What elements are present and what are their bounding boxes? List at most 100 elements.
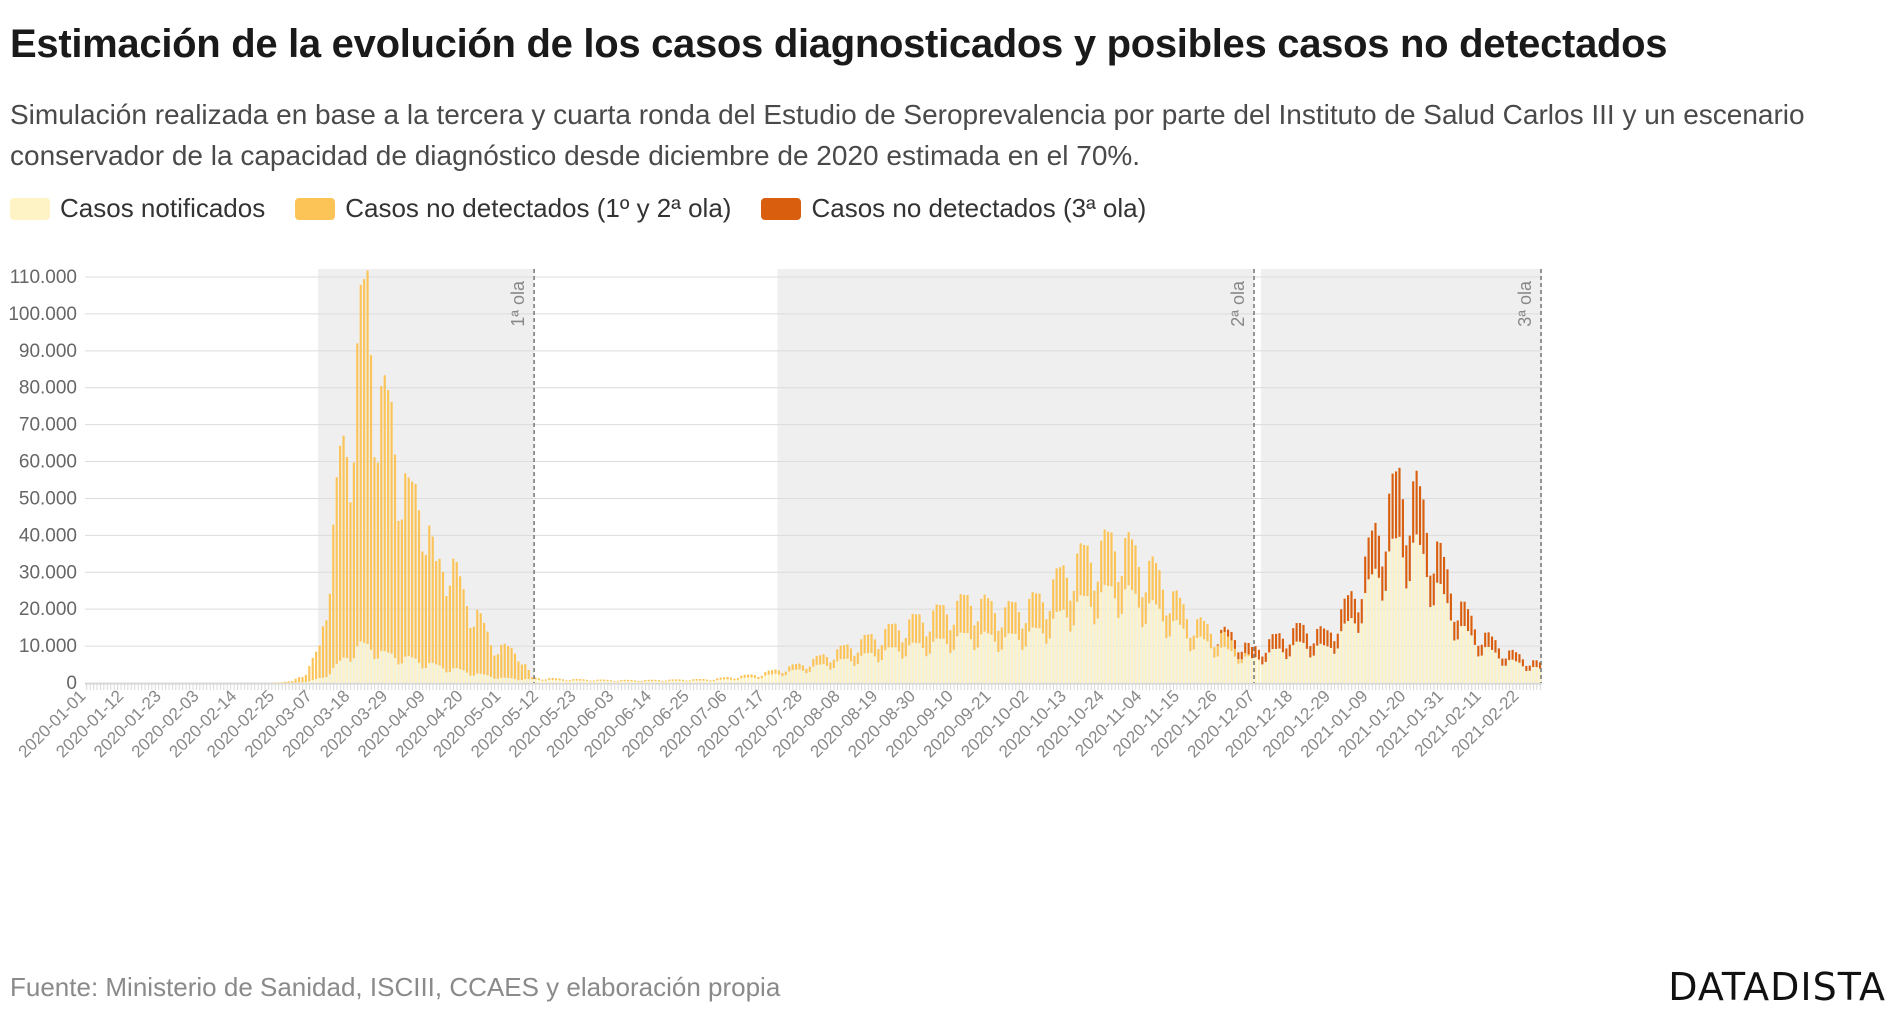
bar-notificados <box>1340 631 1343 683</box>
bar-no-detectados-3 <box>1422 499 1425 554</box>
bar-notificados <box>404 656 407 683</box>
bar-no-detectados-1-2 <box>308 665 311 682</box>
bar-no-detectados-3 <box>1319 626 1322 644</box>
bar-no-detectados-1-2 <box>1151 556 1154 601</box>
bar-no-detectados-3 <box>1367 537 1370 580</box>
bar-no-detectados-1-2 <box>1048 611 1051 639</box>
bar-notificados <box>1230 651 1233 683</box>
bar-notificados <box>969 639 973 683</box>
y-tick-label: 10.000 <box>19 636 77 657</box>
bar-notificados <box>983 631 986 683</box>
bar-no-detectados-3 <box>1343 598 1346 624</box>
bar-no-detectados-1-2 <box>1062 565 1065 610</box>
bar-no-detectados-1-2 <box>825 656 829 667</box>
bar-notificados <box>880 659 883 683</box>
bar-no-detectados-1-2 <box>1031 592 1034 628</box>
bar-no-detectados-1-2 <box>548 678 551 681</box>
bar-no-detectados-1-2 <box>1233 648 1236 657</box>
bar-notificados <box>1069 631 1072 683</box>
bar-notificados <box>630 681 633 683</box>
bar-notificados <box>942 638 945 683</box>
bar-no-detectados-1-2 <box>479 613 482 674</box>
bar-no-detectados-1-2 <box>654 679 657 682</box>
bar-notificados <box>284 682 287 684</box>
bar-notificados <box>925 656 928 683</box>
bar-no-detectados-1-2 <box>1089 562 1093 607</box>
bar-no-detectados-3 <box>1425 532 1428 578</box>
bar-no-detectados-3 <box>1398 467 1401 537</box>
bar-no-detectados-1-2 <box>321 626 325 678</box>
bar-no-detectados-3 <box>1274 633 1278 649</box>
bar-no-detectados-3 <box>1453 621 1456 641</box>
bar-notificados <box>1312 655 1315 683</box>
bar-notificados <box>568 681 571 683</box>
bar-notificados <box>932 641 935 683</box>
bar-notificados <box>1456 639 1459 683</box>
bar-no-detectados-1-2 <box>421 551 424 669</box>
bar-notificados <box>928 653 931 683</box>
bar-no-detectados-1-2 <box>493 655 496 679</box>
bar-notificados <box>500 677 503 683</box>
bar-notificados <box>1216 656 1219 683</box>
bars <box>273 270 1542 684</box>
bar-notificados <box>483 674 486 683</box>
bar-no-detectados-3 <box>1418 486 1422 545</box>
bar-no-detectados-1-2 <box>939 605 942 639</box>
bar-notificados <box>781 676 784 683</box>
bar-notificados <box>541 680 544 683</box>
bar-notificados <box>596 680 599 683</box>
bar-notificados <box>753 677 757 683</box>
bar-notificados <box>726 679 729 683</box>
bar-notificados <box>976 647 979 683</box>
bar-notificados <box>1172 621 1175 683</box>
bar-no-detectados-1-2 <box>603 679 606 681</box>
bar-no-detectados-1-2 <box>1110 532 1113 587</box>
bar-notificados <box>366 644 369 683</box>
bar-no-detectados-1-2 <box>983 594 986 632</box>
bar-notificados <box>1285 659 1288 683</box>
bar-no-detectados-1-2 <box>1004 607 1007 638</box>
bar-notificados <box>1329 647 1332 683</box>
bar-no-detectados-1-2 <box>685 680 688 682</box>
bar-notificados <box>767 674 770 683</box>
bar-notificados <box>644 681 647 683</box>
bar-notificados <box>832 667 835 683</box>
bar-no-detectados-1-2 <box>993 613 997 642</box>
bar-no-detectados-1-2 <box>630 679 633 682</box>
bar-notificados <box>1364 593 1367 683</box>
bar-notificados <box>1374 568 1377 683</box>
bar-notificados <box>870 652 873 683</box>
bar-no-detectados-3 <box>1302 624 1305 643</box>
bar-no-detectados-1-2 <box>908 619 911 646</box>
bar-notificados <box>599 680 602 683</box>
bar-notificados <box>1439 583 1442 683</box>
bar-no-detectados-3 <box>1374 522 1377 569</box>
bar-notificados <box>1000 649 1003 683</box>
bar-no-detectados-3 <box>1285 648 1288 660</box>
bar-notificados <box>661 681 664 683</box>
bar-notificados <box>1052 618 1055 683</box>
bar-no-detectados-1-2 <box>805 668 808 674</box>
bar-notificados <box>1322 645 1326 683</box>
bar-no-detectados-1-2 <box>815 655 818 665</box>
bar-no-detectados-3 <box>1432 573 1435 606</box>
bar-no-detectados-3 <box>1408 535 1411 582</box>
bar-notificados <box>1017 639 1021 683</box>
bar-no-detectados-1-2 <box>1069 600 1072 632</box>
bar-no-detectados-1-2 <box>712 679 715 682</box>
bar-no-detectados-1-2 <box>1131 539 1134 590</box>
bar-no-detectados-1-2 <box>297 677 301 683</box>
bar-no-detectados-3 <box>1429 575 1432 607</box>
bar-no-detectados-1-2 <box>613 680 616 682</box>
bar-notificados <box>479 673 482 683</box>
bar-no-detectados-1-2 <box>808 666 811 672</box>
bar-notificados <box>1309 657 1312 683</box>
bar-no-detectados-1-2 <box>644 679 647 682</box>
bar-notificados <box>822 664 825 683</box>
bar-no-detectados-1-2 <box>424 554 427 668</box>
bar-notificados <box>743 677 746 683</box>
bar-notificados <box>1412 542 1415 683</box>
bar-notificados <box>1504 665 1507 683</box>
bar-no-detectados-1-2 <box>750 674 753 678</box>
bar-notificados <box>839 659 842 683</box>
